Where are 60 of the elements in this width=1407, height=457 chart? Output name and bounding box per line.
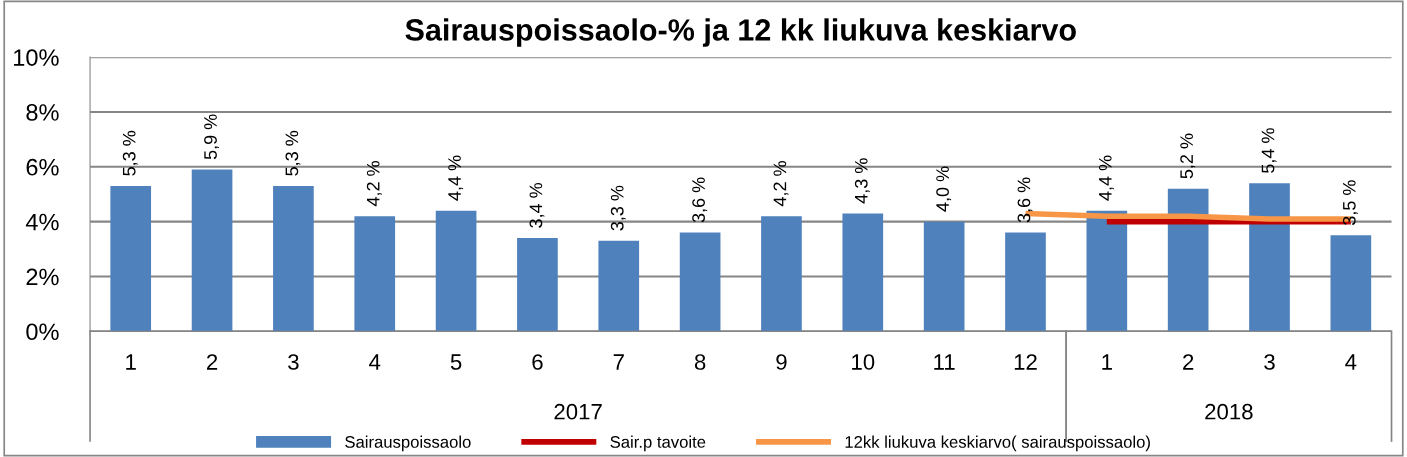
x-tick-label: 9 [776, 354, 787, 370]
bar [923, 221, 965, 332]
y-tick-label: 8% [26, 104, 59, 121]
legend-label: Sair.p tavoite [610, 435, 706, 452]
x-tick-label: 3 [1264, 354, 1275, 370]
x-tick-label: 5 [450, 354, 462, 370]
x-tick-label: 1 [1102, 354, 1112, 370]
x-tick-label: 3 [288, 354, 299, 370]
data-label: 3,6 % [1017, 177, 1033, 223]
bar [1330, 235, 1372, 332]
bar [517, 238, 558, 332]
data-label: 5,2 % [1180, 133, 1196, 179]
x-tick-label: 4 [369, 354, 381, 370]
data-label: 4,2 % [773, 161, 789, 207]
data-label: 5,4 % [1261, 128, 1277, 173]
x-tick-label: 2 [207, 354, 218, 370]
x-tick-label: 8 [694, 354, 706, 370]
x-tick-label: 1 [126, 354, 136, 370]
data-label: 3,5 % [1342, 180, 1358, 226]
y-tick-label: 10% [14, 49, 59, 66]
data-label: 4,3 % [854, 158, 870, 204]
bar [273, 186, 314, 332]
data-label: 3,3 % [610, 185, 626, 231]
data-label: 4,2 % [366, 161, 382, 207]
text: 2018 [1205, 403, 1253, 420]
bar [842, 213, 884, 332]
bar [110, 186, 152, 332]
x-tick-label: 11 [934, 354, 955, 370]
bar [1086, 210, 1128, 332]
data-label: 4,4 % [1098, 155, 1114, 201]
bar [354, 216, 396, 332]
x-tick-label: 2 [1183, 354, 1194, 370]
bar [1249, 183, 1290, 332]
chart-title: Sairauspoissaolo-% ja 12 kk liukuva keskiarvo [405, 18, 1076, 47]
bar [598, 240, 640, 332]
legend-label: Sairauspoissaolo [345, 435, 471, 452]
x-tick-label: 7 [613, 354, 624, 370]
y-tick-label: 0% [26, 323, 59, 341]
y-tick-label: 6% [26, 158, 59, 176]
data-label: 5,3 % [122, 130, 138, 176]
bar [435, 210, 477, 332]
x-tick-label: 10 [852, 354, 875, 370]
bar [679, 232, 721, 332]
y-tick-label: 2% [26, 268, 59, 286]
x-tick-label: 4 [1345, 354, 1357, 370]
data-label: 3,4 % [529, 182, 545, 228]
x-tick-label: 6 [532, 354, 543, 370]
data-label: 3,6 % [692, 177, 708, 223]
bar [1005, 232, 1046, 332]
bar [761, 216, 802, 332]
legend-label: 12kk liukuva keskiarvo( sairauspoissaolo) [845, 435, 1150, 452]
text: 2017 [554, 403, 602, 420]
data-label: 5,9 % [204, 114, 220, 160]
data-label: 4,4 % [448, 155, 464, 201]
y-tick-label: 4% [25, 213, 59, 231]
data-label: 5,3 % [285, 130, 301, 176]
bar [1167, 188, 1209, 332]
x-tick-label: 12 [1014, 354, 1037, 370]
data-label: 4,0 % [936, 166, 952, 212]
bar [191, 169, 233, 332]
